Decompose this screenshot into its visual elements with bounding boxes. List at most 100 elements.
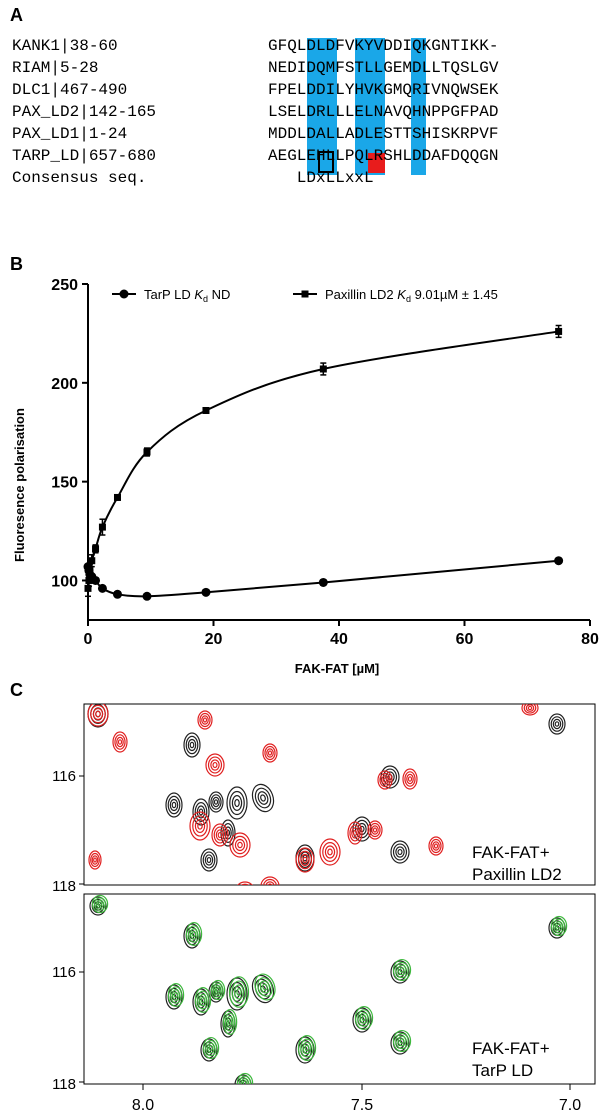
paxillin-bound-peak: [88, 850, 102, 870]
tarp-bound-peak: [228, 976, 250, 1008]
conserved-column-3: [411, 38, 426, 175]
paxillin-bound-peak: [347, 821, 363, 845]
tarp-bound-peak: [91, 894, 109, 914]
alignment-label: DLC1|467-490: [12, 81, 128, 99]
tarp-bound-peak: [254, 973, 276, 1001]
legend-marker-circle: [119, 289, 129, 299]
y-tick-label: 200: [51, 376, 78, 393]
alignment-label: PAX_LD2|142-165: [12, 103, 157, 121]
alignment-sequence: AEGLEHLLPQLRSHLDDAFDQQGN: [268, 147, 499, 165]
paxillin-bound-peak: [262, 743, 278, 763]
alignment-sequence: MDDLDALLADLESTTSHISKRPVF: [268, 125, 499, 143]
paxillin-data-point: [113, 493, 121, 501]
bottom-y-tick-118: 118: [52, 1076, 76, 1093]
alignment-sequence: LDxLLxxL: [268, 169, 374, 187]
tarp-bound-peak: [210, 979, 226, 1001]
alignment-sequence: GFQLDLDFVKYVDDIQKGNTIKK-: [268, 37, 499, 55]
paxillin-bound-peak: [319, 838, 341, 866]
tarp-bound-peak: [297, 1035, 317, 1061]
paxillin-bound-peak: [428, 836, 444, 856]
tarp-data-point: [318, 577, 328, 587]
tarp-data-point: [91, 575, 101, 585]
paxillin-data-point: [555, 327, 563, 335]
reference-peak: [390, 840, 410, 864]
paxillin-bound-peak: [197, 710, 213, 730]
paxillin-bound-peak: [112, 731, 128, 753]
top-y-tick-116: 116: [52, 768, 76, 785]
bottom-panel-label-line1: FAK-FAT+: [472, 1039, 550, 1058]
paxillin-bound-peak: [295, 847, 315, 873]
reference-peak: [165, 792, 183, 818]
tarp-bound-peak: [550, 915, 568, 937]
residue-box-outline: [318, 151, 334, 173]
y-tick-label: 250: [51, 277, 78, 294]
paxillin-data-point: [202, 406, 210, 414]
x-tick-label: 20: [205, 631, 223, 648]
x-axis-label: FAK-FAT [µM]: [295, 661, 380, 676]
tarp-data-point: [97, 583, 107, 593]
paxillin-data-point: [319, 365, 327, 373]
reference-peak: [200, 848, 218, 872]
paxillin-bound-peak: [189, 811, 211, 841]
paxillin-data-point: [85, 576, 93, 584]
alignment-sequence: NEDIDQMFSTLLGEMDLLTQSLGV: [268, 59, 499, 77]
reference-peak: [183, 732, 201, 758]
top-panel-label-line2: Paxillin LD2: [472, 865, 562, 884]
paxillin-bound-peak: [211, 823, 229, 847]
paxillin-bound-peak: [260, 876, 280, 885]
conserved-column-2: [355, 38, 385, 175]
legend-kd-value: 9.01µM ± 1.45: [411, 287, 498, 302]
legend-series-name: Paxillin LD2: [325, 287, 397, 302]
tarp-data-point: [201, 587, 211, 597]
paxillin-data-point: [98, 523, 106, 531]
legend-label: Paxillin LD2 Kd 9.01µM ± 1.45: [325, 287, 498, 304]
x-tick-label: 0: [84, 631, 93, 648]
tarp-bound-peak: [202, 1036, 220, 1060]
nmr-spectra: 116 118 116 118 8.0 7.5 7.0 FAK-FAT+ Pax…: [52, 703, 596, 1114]
tarp-bound-peak: [167, 983, 185, 1007]
paxillin-data-point: [84, 584, 92, 592]
alignment-label: RIAM|5-28: [12, 59, 99, 77]
paxillin-bound-peak: [229, 832, 251, 858]
alignment-label: TARP_LD|657-680: [12, 147, 157, 165]
tarp-data-point: [112, 589, 122, 599]
paxillin-bound-peak: [367, 820, 383, 840]
y-tick-label: 100: [51, 573, 78, 590]
paxillin-bound-peak: [87, 704, 109, 727]
y-tick-label: 150: [51, 475, 78, 492]
paxillin-bound-peak: [205, 753, 225, 777]
paxillin-bound-peak: [237, 881, 253, 885]
tarp-data-point: [142, 591, 152, 601]
panel-c-letter: C: [10, 680, 23, 700]
panel-b-letter: B: [10, 254, 23, 274]
alignment-label: KANK1|38-60: [12, 37, 118, 55]
paxillin-data-point: [88, 557, 96, 565]
reference-peak: [548, 713, 566, 735]
reference-peak: [208, 791, 224, 813]
alignment-label: Consensus seq.: [12, 169, 147, 187]
tarp-bound-peak: [194, 987, 212, 1013]
bottom-y-tick-116: 116: [52, 964, 76, 981]
x-tick-7-0: 7.0: [559, 1097, 581, 1114]
reference-peak: [226, 786, 248, 820]
tarp-data-point: [554, 556, 564, 566]
paxillin-bound-peak: [377, 770, 393, 790]
tarp-bound-peak: [392, 958, 412, 982]
alignment-sequence: FPELDDILYHVKGMQRIVNQWSEK: [268, 81, 499, 99]
tarp-bound-peak: [185, 922, 203, 946]
alignment-sequence: LSELDRLLLELNAVQHNPPGFPAD: [268, 103, 499, 121]
alignment-label: PAX_LD1|1-24: [12, 125, 128, 143]
bottom-panel-label-line2: TarP LD: [472, 1061, 533, 1080]
binding-curve-chart: 100 150 200 250 0 20 40 60 80 TarP LD Kd ND Paxil…: [12, 277, 599, 676]
paxillin-bound-peak: [402, 768, 418, 790]
reference-peak: [251, 783, 275, 813]
x-tick-label: 60: [456, 631, 474, 648]
tarp-bound-peak: [236, 1072, 254, 1084]
mismatch-highlight: [368, 153, 385, 173]
x-tick-8-0: 8.0: [132, 1097, 154, 1114]
tarp-bound-peak: [222, 1009, 238, 1035]
x-tick-label: 80: [581, 631, 599, 648]
paxillin-data-point: [143, 448, 151, 456]
legend-marker-square: [301, 290, 309, 298]
x-tick-label: 40: [330, 631, 348, 648]
